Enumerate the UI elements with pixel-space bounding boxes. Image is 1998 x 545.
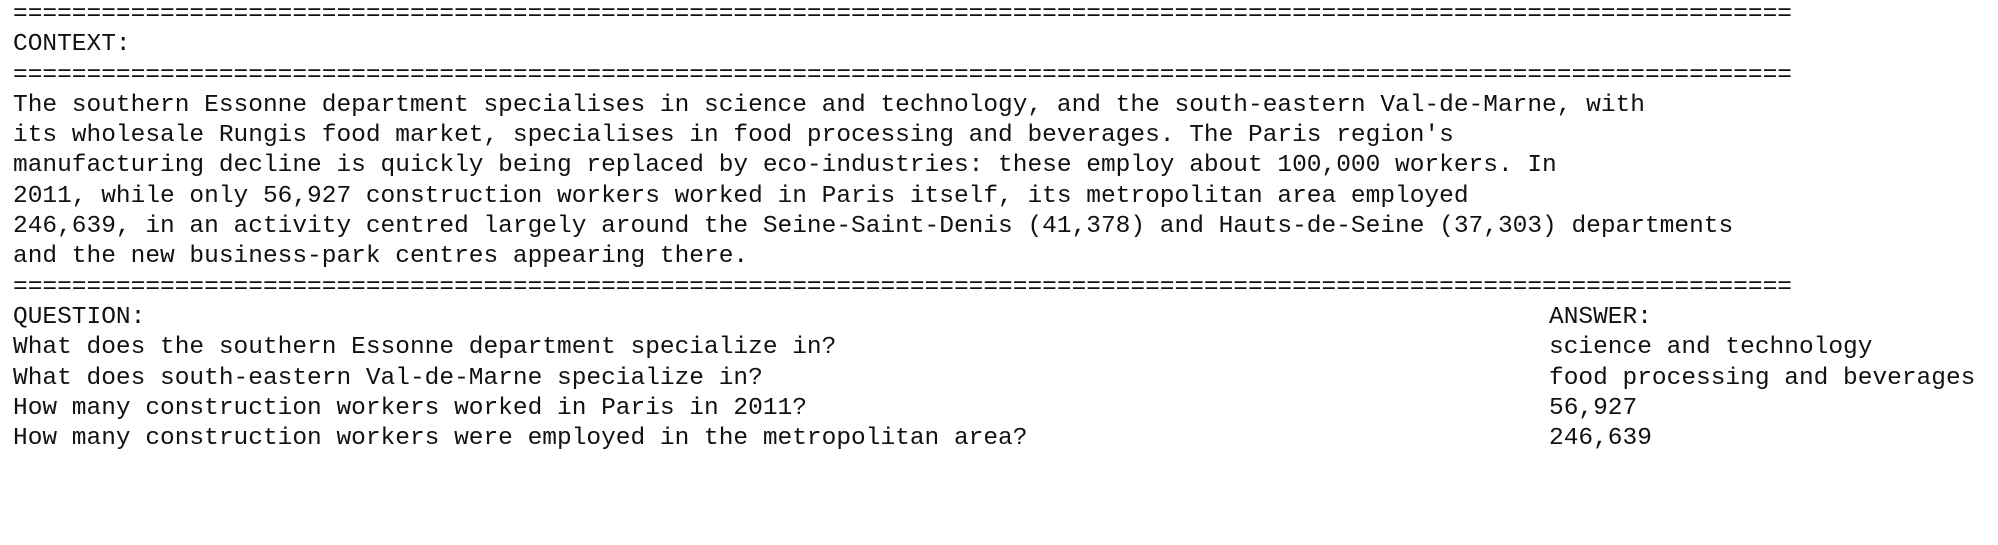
context-line: 246,639, in an activity centred largely …: [13, 213, 1734, 241]
context-line: manufacturing decline is quickly being r…: [13, 152, 1557, 180]
qa-row: What does south-eastern Val-de-Marne spe…: [13, 364, 1988, 394]
context-line: and the new business-park centres appear…: [13, 243, 749, 271]
separator-context: ========================================…: [13, 61, 1792, 89]
context-line: 2011, while only 56,927 construction wor…: [13, 182, 1469, 210]
qa-row: What does the southern Essonne departmen…: [13, 333, 1988, 363]
separator-top: ========================================…: [13, 1, 1792, 28]
answer-text: 56,927: [1549, 394, 1638, 422]
answer-text: food processing and beverages: [1549, 364, 1976, 392]
question-text: What does south-eastern Val-de-Marne spe…: [13, 364, 763, 392]
context-line: The southern Essonne department speciali…: [13, 91, 1645, 119]
answer-heading: ANSWER:: [1549, 303, 1652, 331]
qa-row: How many construction workers were emplo…: [13, 424, 1988, 454]
qa-heading-row: QUESTION: ANSWER:: [13, 303, 1988, 333]
question-text: How many construction workers worked in …: [13, 394, 807, 422]
document-page: ========================================…: [13, 0, 1988, 454]
context-paragraph: The southern Essonne department speciali…: [13, 91, 1988, 273]
context-line: its wholesale Rungis food market, specia…: [13, 122, 1454, 150]
answer-text: science and technology: [1549, 334, 1873, 362]
question-text: What does the southern Essonne departmen…: [13, 334, 837, 362]
question-text: How many construction workers were emplo…: [13, 425, 1028, 453]
answer-text: 246,639: [1549, 425, 1652, 453]
qa-row: How many construction workers worked in …: [13, 394, 1988, 424]
separator-qa: ========================================…: [13, 273, 1792, 301]
question-heading: QUESTION:: [13, 303, 146, 331]
context-heading: CONTEXT:: [13, 31, 131, 59]
